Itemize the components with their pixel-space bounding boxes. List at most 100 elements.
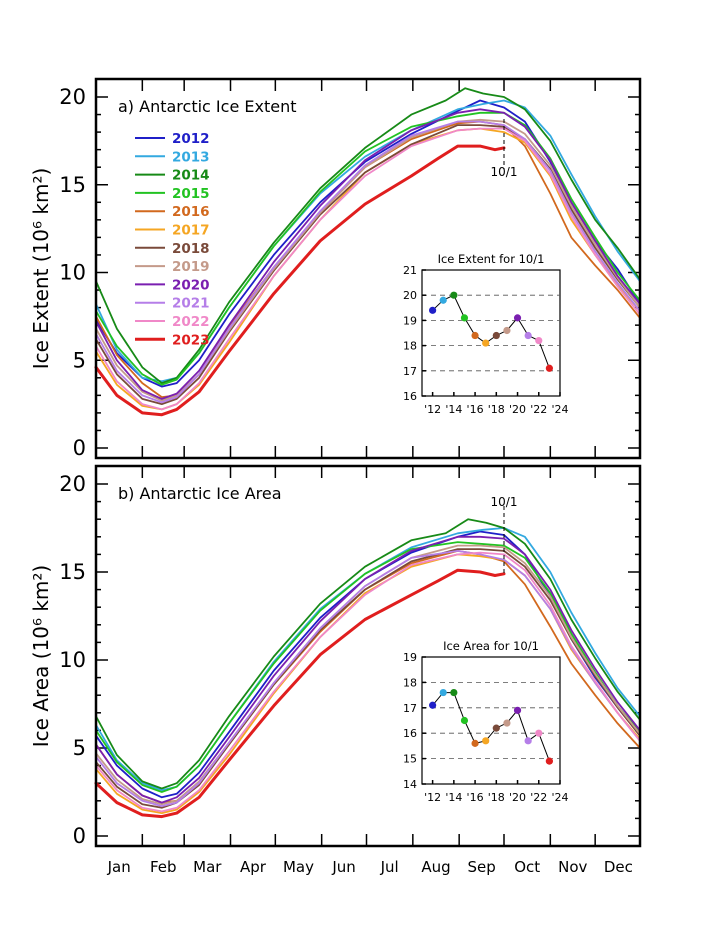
inset-point-2018 bbox=[492, 724, 500, 732]
y-tick-label: 5 bbox=[73, 736, 86, 760]
y-tick-label: 10 bbox=[59, 648, 86, 672]
month-label: Apr bbox=[240, 858, 267, 876]
inset-area: Ice Area for 10/1 14 15 16 17 18 19 '12 '14 '16 '1… bbox=[403, 639, 569, 804]
series-line-2023 bbox=[94, 144, 506, 417]
month-label: Jul bbox=[380, 858, 399, 876]
inset-y-tick-label: 17 bbox=[403, 702, 417, 715]
panel-title: b) Antarctic Ice Area bbox=[118, 484, 282, 503]
series-line-2015 bbox=[95, 541, 641, 793]
series-line-2013 bbox=[95, 99, 641, 383]
inset-y-tick-label: 16 bbox=[403, 727, 417, 740]
inset-y-tick-label: 18 bbox=[403, 676, 417, 689]
inset-point-2016 bbox=[471, 331, 479, 340]
legend-label-2016: 2016 bbox=[172, 204, 210, 220]
y-tick-label: 20 bbox=[59, 472, 86, 496]
series-line-2023 bbox=[94, 568, 506, 819]
inset-x-tick-label: '16 bbox=[467, 791, 484, 804]
series-line-2019 bbox=[95, 118, 641, 402]
inset-y-tick-label: 15 bbox=[403, 753, 417, 766]
inset-point-2012 bbox=[429, 306, 437, 314]
inset-x-tick-label: '18 bbox=[488, 403, 505, 416]
inset-x-tick-label: '24 bbox=[551, 403, 568, 416]
inset-point-2013 bbox=[439, 296, 447, 304]
series-line-2014 bbox=[95, 87, 641, 384]
inset-point-2013 bbox=[439, 688, 447, 697]
month-label: Dec bbox=[604, 858, 633, 876]
y-axis-label: Ice Extent (10⁶ km²) bbox=[29, 168, 53, 370]
legend-label-2017: 2017 bbox=[172, 223, 210, 239]
legend-label-2012: 2012 bbox=[172, 131, 210, 147]
inset-point-2021 bbox=[524, 331, 532, 340]
panel-extent: 0 5 10 15 20 Ice Extent (10⁶ km²) a) Antarctic… bbox=[29, 77, 642, 460]
inset-x-tick-label: '22 bbox=[530, 403, 547, 416]
month-label: Nov bbox=[558, 858, 587, 876]
inset-y-tick-label: 19 bbox=[403, 651, 417, 664]
inset-point-2020 bbox=[513, 314, 522, 322]
inset-point-2023 bbox=[545, 364, 553, 372]
month-label: Feb bbox=[150, 858, 177, 876]
y-tick-label: 15 bbox=[59, 560, 86, 584]
inset-extent: Ice Extent for 10/1 16 17 18 19 20 21 '12 '14 '16… bbox=[403, 252, 569, 416]
series-line-2014 bbox=[95, 518, 641, 790]
inset-x-tick-label: '22 bbox=[530, 791, 547, 804]
inset-point-2012 bbox=[429, 701, 437, 709]
legend-label-2015: 2015 bbox=[172, 186, 210, 202]
y-tick-label: 0 bbox=[73, 436, 86, 460]
legend-label-2013: 2013 bbox=[172, 149, 210, 165]
inset-point-2019 bbox=[503, 719, 511, 727]
inset-x-tick-label: '14 bbox=[445, 791, 462, 804]
inset-frame bbox=[421, 269, 561, 397]
plot-frame bbox=[94, 77, 642, 460]
inset-x-tick-label: '16 bbox=[467, 403, 484, 416]
inset-title: Ice Area for 10/1 bbox=[443, 639, 539, 653]
y-axis-label: Ice Area (10⁶ km²) bbox=[29, 565, 53, 747]
series-line-2022 bbox=[95, 127, 641, 411]
y-tick-label: 15 bbox=[59, 173, 86, 197]
inset-title: Ice Extent for 10/1 bbox=[438, 252, 545, 266]
plot-frame bbox=[94, 464, 642, 848]
month-label: Aug bbox=[421, 858, 450, 876]
inset-point-2014 bbox=[450, 688, 458, 697]
inset-x-tick-label: '14 bbox=[445, 403, 462, 416]
y-tick-label: 20 bbox=[59, 85, 86, 109]
series-line-2020 bbox=[95, 108, 641, 400]
series-line-2018 bbox=[95, 548, 641, 809]
inset-point-2020 bbox=[513, 706, 522, 714]
panel-title: a) Antarctic Ice Extent bbox=[118, 97, 296, 116]
panel-area: 0 5 10 15 20 Jan Feb Mar Apr May Jun Jul Aug Sep Oct No… bbox=[29, 464, 642, 876]
y-tick-label: 10 bbox=[59, 261, 86, 285]
inset-x-tick-label: '12 bbox=[424, 403, 441, 416]
inset-point-2017 bbox=[482, 339, 490, 347]
y-tick-label: 5 bbox=[73, 348, 86, 372]
inset-point-2022 bbox=[535, 729, 543, 737]
legend-label-2020: 2020 bbox=[172, 277, 210, 293]
inset-y-tick-label: 20 bbox=[403, 289, 417, 302]
inset-point-2021 bbox=[524, 737, 532, 745]
legend-label-2019: 2019 bbox=[172, 259, 210, 275]
series-line-2020 bbox=[95, 535, 641, 804]
month-label: Sep bbox=[467, 858, 495, 876]
series-line-2021 bbox=[95, 550, 641, 807]
inset-x-tick-label: '20 bbox=[509, 403, 526, 416]
inset-point-2015 bbox=[460, 314, 469, 322]
legend-label-2023: 2023 bbox=[172, 332, 210, 348]
inset-x-tick-label: '20 bbox=[509, 791, 526, 804]
inset-point-2017 bbox=[482, 737, 490, 745]
inset-point-2015 bbox=[460, 716, 469, 725]
legend-label-2022: 2022 bbox=[172, 314, 210, 330]
month-label: Jan bbox=[107, 858, 131, 876]
series-line-2021 bbox=[95, 120, 641, 404]
inset-y-tick-label: 17 bbox=[403, 365, 417, 378]
series-line-2015 bbox=[95, 111, 641, 386]
inset-point-2016 bbox=[471, 739, 479, 747]
inset-frame bbox=[421, 656, 561, 785]
marker-label: 10/1 bbox=[491, 165, 518, 179]
month-label: Jun bbox=[331, 858, 355, 876]
legend-label-2014: 2014 bbox=[172, 168, 210, 184]
series-line-2018 bbox=[95, 124, 641, 405]
series-line-2022 bbox=[95, 551, 641, 813]
inset-y-tick-label: 16 bbox=[403, 390, 417, 403]
inset-point-2019 bbox=[503, 326, 511, 335]
